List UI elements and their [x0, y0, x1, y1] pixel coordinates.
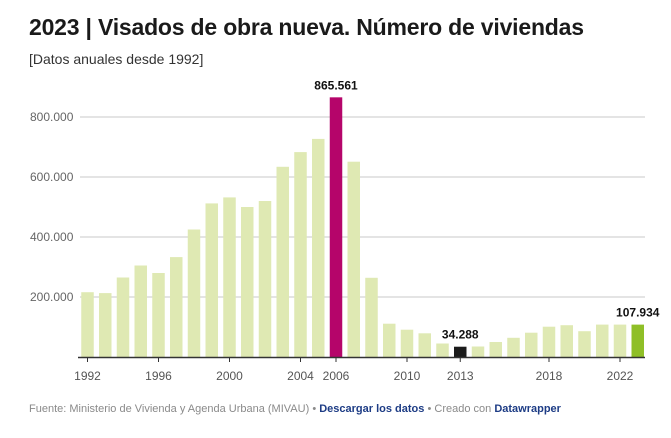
download-data-link[interactable]: Descargar los datos: [319, 403, 425, 415]
bar-chart: 200.000 400.000 600.000 800.000 1992 1996 200…: [30, 78, 660, 383]
data-label-2006: 865.561: [314, 78, 358, 92]
bar-1997: [170, 257, 183, 357]
bar-1992: [81, 292, 94, 357]
chart-footer: Fuente: Ministerio de Vivienda y Agenda …: [29, 403, 561, 415]
bar-2019: [560, 325, 573, 357]
y-tick-label: 400.000: [30, 230, 74, 244]
y-tick-label: 200.000: [30, 290, 74, 304]
chart-subtitle: [Datos anuales desde 1992]: [29, 51, 204, 67]
x-tick-label: 2004: [287, 369, 314, 383]
bar-2022: [613, 324, 627, 357]
chart-title: 2023 | Visados de obra nueva. Número de …: [29, 14, 584, 40]
bar-2021: [596, 324, 609, 357]
footer-separator: •: [427, 403, 432, 415]
bar-2016: [507, 337, 520, 357]
x-axis: 1992 1996 2000 2004 2006 2010 2013 2018 2022: [74, 356, 645, 383]
x-tick-label: 2010: [394, 369, 421, 383]
bar-2000: [223, 197, 236, 357]
bar-2011: [418, 333, 431, 357]
x-tick-label: 2013: [447, 369, 474, 383]
bar-1993: [99, 293, 112, 357]
bar-2004: [294, 152, 307, 357]
bar-2023: [631, 324, 644, 357]
bars: [81, 97, 644, 358]
source-text: Fuente: Ministerio de Vivienda y Agenda …: [29, 403, 310, 415]
bar-2013: [454, 346, 467, 357]
bar-2006: [329, 97, 343, 358]
x-tick-label: 2000: [216, 369, 243, 383]
x-tick-label: 2018: [536, 369, 563, 383]
gridlines: [80, 116, 645, 298]
bar-2020: [578, 331, 591, 357]
bar-1996: [152, 273, 165, 357]
bar-1995: [134, 265, 147, 357]
bar-2015: [489, 342, 502, 357]
bar-2018: [542, 326, 556, 357]
bar-2012: [436, 343, 449, 357]
bar-1994: [116, 277, 130, 357]
data-labels: 865.561 34.288 107.934: [314, 78, 659, 341]
data-label-2013: 34.288: [442, 328, 479, 342]
bar-2005: [312, 138, 325, 357]
bar-1998: [187, 229, 201, 357]
bar-2009: [383, 323, 396, 357]
data-label-2023: 107.934: [616, 306, 660, 320]
bar-2002: [258, 201, 272, 357]
x-tick-label: 2022: [607, 369, 634, 383]
footer-separator: •: [312, 403, 317, 415]
x-tick-label: 2006: [323, 369, 350, 383]
bar-1999: [205, 203, 218, 357]
created-with-text: Creado con: [434, 403, 492, 415]
bar-2008: [365, 277, 378, 357]
x-tick-label: 1992: [74, 369, 101, 383]
datawrapper-link[interactable]: Datawrapper: [494, 403, 561, 415]
bar-2001: [241, 207, 254, 357]
bar-2014: [471, 346, 485, 357]
y-axis-ticks: 200.000 400.000 600.000 800.000: [30, 110, 74, 304]
y-tick-label: 600.000: [30, 170, 74, 184]
bar-2003: [276, 166, 289, 357]
x-tick-label: 1996: [145, 369, 172, 383]
bar-2010: [400, 329, 414, 357]
bar-2007: [347, 161, 360, 357]
y-tick-label: 800.000: [30, 110, 74, 124]
bar-2017: [525, 332, 538, 357]
